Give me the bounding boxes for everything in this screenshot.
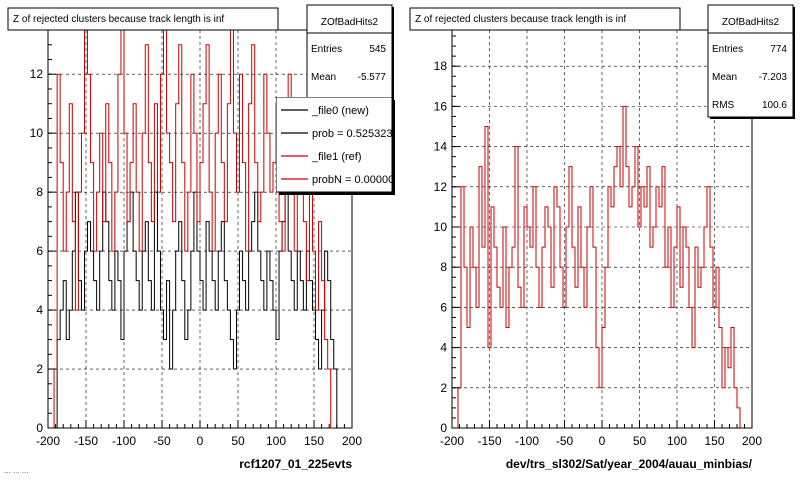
- x-axis-label: rcf1207_01_225evts: [239, 457, 352, 471]
- x-tick-label: 200: [742, 434, 762, 448]
- x-tick-label: 0: [599, 434, 606, 448]
- x-tick-label: -100: [515, 434, 539, 448]
- page-footer: ... ... ...: [4, 466, 29, 475]
- chart-title: Z of rejected clusters because track len…: [13, 14, 224, 25]
- y-tick-label: 2: [36, 362, 43, 376]
- y-tick-label: 12: [30, 67, 44, 81]
- stats-label: Entries: [712, 44, 743, 55]
- x-tick-label: -50: [556, 434, 574, 448]
- y-tick-label: 10: [30, 126, 44, 140]
- x-tick-label: 200: [342, 434, 362, 448]
- chart-title: Z of rejected clusters because track len…: [415, 14, 626, 25]
- y-tick-label: 4: [36, 303, 43, 317]
- legend-box: _file0 (new) prob = 0.525323 _file1 (ref) p…: [276, 97, 400, 192]
- y-tick-label: 6: [440, 300, 447, 314]
- histogram-panel-2: -200 -150 -100 -50 0 50 100 150 200 0 2 4 6 8 10 12 14 16…: [409, 4, 795, 471]
- title-box: [409, 7, 681, 31]
- legend-entry: prob = 0.525323: [312, 128, 392, 140]
- title-box: [7, 7, 279, 31]
- legend-entry: _file1 (ref): [311, 151, 362, 163]
- stats-value: -5.577: [358, 72, 387, 83]
- x-tick-label: -200: [440, 434, 464, 448]
- stats-label: Mean: [712, 72, 737, 83]
- x-tick-label: -150: [74, 434, 98, 448]
- legend-entry: probN = 0.000000: [312, 174, 400, 186]
- x-tick-label: 150: [304, 434, 324, 448]
- x-tick-label: 50: [231, 434, 245, 448]
- y-tick-label: 2: [440, 381, 447, 395]
- y-tick-label: 14: [434, 140, 448, 154]
- x-tick-label: -50: [153, 434, 171, 448]
- y-tick-label: 8: [36, 185, 43, 199]
- series-line-1: [455, 105, 741, 428]
- stats-value: 100.6: [762, 100, 787, 111]
- x-tick-label: 150: [704, 434, 724, 448]
- legend-entry: _file0 (new): [311, 105, 369, 117]
- x-axis-label: dev/trs_sl302/Sat/year_2004/auau_minbias…: [506, 457, 753, 471]
- x-tick-label: -100: [112, 434, 136, 448]
- y-tick-label: 0: [440, 421, 447, 435]
- x-tick-label: 100: [266, 434, 286, 448]
- y-tick-label: 8: [440, 260, 447, 274]
- stats-label: Mean: [311, 72, 336, 83]
- stats-label: Entries: [311, 44, 342, 55]
- stats-box: [707, 4, 794, 118]
- y-tick-label: 6: [36, 244, 43, 258]
- y-tick-label: 16: [434, 99, 448, 113]
- x-tick-label: 100: [667, 434, 687, 448]
- stats-value: -7.203: [759, 72, 788, 83]
- y-tick-label: 0: [36, 421, 43, 435]
- stats-value: 774: [770, 44, 787, 55]
- x-tick-label: 50: [633, 434, 647, 448]
- y-tick-label: 12: [434, 180, 448, 194]
- x-tick-label: -200: [36, 434, 60, 448]
- y-tick-label: 18: [434, 59, 448, 73]
- legend-frame: [276, 97, 392, 192]
- stats-value: 545: [369, 44, 386, 55]
- y-tick-label: 4: [440, 341, 447, 355]
- x-tick-label: -150: [477, 434, 501, 448]
- x-tick-label: 0: [197, 434, 204, 448]
- stats-title: ZOfBadHits2: [722, 17, 780, 28]
- histogram-panel-1: -200 -150 -100 -50 0 50 100 150 200 0 2 4 6 8 10 12 rcf1…: [7, 4, 400, 471]
- stats-label: RMS: [712, 100, 735, 111]
- y-tick-label: 10: [434, 220, 448, 234]
- stats-title: ZOfBadHits2: [321, 17, 379, 28]
